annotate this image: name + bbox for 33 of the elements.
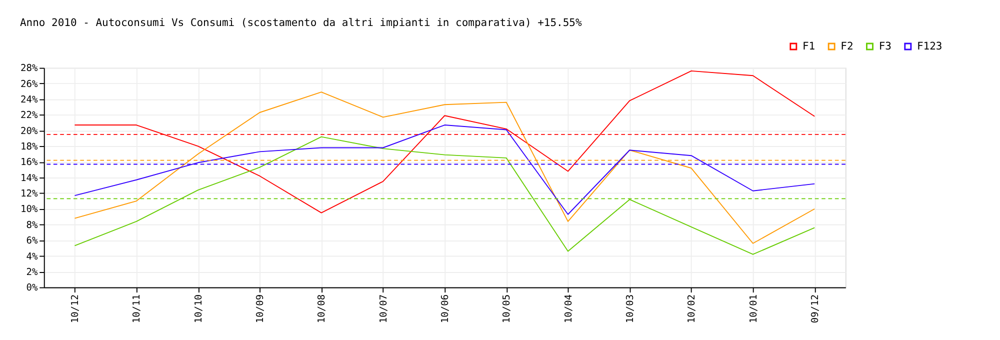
y-tick-label: 12% bbox=[20, 188, 38, 200]
legend-label: F1 bbox=[802, 40, 816, 52]
y-tick-label: 20% bbox=[20, 126, 38, 137]
legend-label: F123 bbox=[916, 40, 942, 52]
y-tick-label: 2% bbox=[26, 266, 38, 278]
x-tick-label: 10/10 bbox=[193, 294, 204, 324]
y-tick-label: 14% bbox=[20, 172, 38, 184]
y-tick-label: 0% bbox=[26, 282, 38, 294]
y-tick-label: 10% bbox=[20, 204, 38, 216]
x-tick-label: 10/08 bbox=[316, 294, 328, 324]
x-tick-label: 10/02 bbox=[686, 294, 698, 324]
y-tick-label: 18% bbox=[20, 142, 38, 153]
y-tick-label: 22% bbox=[20, 110, 38, 122]
x-tick-label: 10/01 bbox=[748, 294, 760, 324]
legend-label: F2 bbox=[840, 40, 854, 52]
legend-label: F3 bbox=[878, 40, 892, 52]
y-tick-label: 16% bbox=[20, 157, 38, 168]
y-tick-label: 4% bbox=[26, 251, 38, 262]
x-tick-label: 10/05 bbox=[502, 294, 513, 324]
y-tick-label: 26% bbox=[20, 78, 38, 90]
x-tick-label: 09/12 bbox=[810, 294, 821, 324]
x-tick-label: 10/03 bbox=[624, 294, 636, 324]
y-tick-label: 28% bbox=[20, 63, 38, 74]
x-tick-label: 10/09 bbox=[255, 294, 266, 324]
x-tick-label: 10/11 bbox=[132, 294, 143, 324]
x-tick-label: 10/12 bbox=[70, 294, 82, 324]
y-tick-label: 24% bbox=[20, 94, 38, 106]
x-tick-label: 10/06 bbox=[440, 294, 451, 324]
chart-title: Anno 2010 - Autoconsumi Vs Consumi (scostamento da altri impianti in comparativa) +15.55% bbox=[20, 16, 582, 29]
y-tick-label: 6% bbox=[26, 236, 38, 247]
y-tick-label: 8% bbox=[26, 220, 38, 231]
x-tick-label: 10/04 bbox=[563, 294, 574, 324]
x-tick-label: 10/07 bbox=[378, 294, 390, 324]
